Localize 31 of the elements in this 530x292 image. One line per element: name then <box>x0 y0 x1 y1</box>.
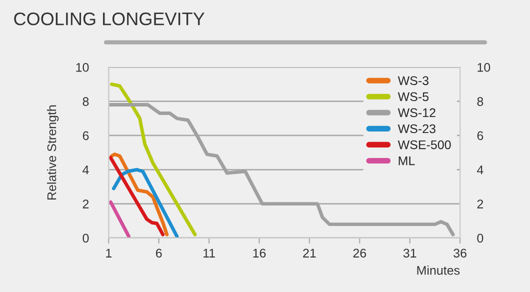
y-tick-label: 2 <box>82 200 89 208</box>
y-tick-label: 4 <box>82 166 89 174</box>
y-tick-label: 10 <box>76 62 89 72</box>
line-series <box>112 168 179 238</box>
legend-label: WS-3 <box>398 76 428 86</box>
line-series <box>110 82 197 236</box>
x-tick-label: 26 <box>353 248 366 258</box>
y2-tick-label: 8 <box>477 97 484 106</box>
x-tick-label: 1 <box>106 248 112 258</box>
legend-label: WS-12 <box>398 108 436 118</box>
x-tick-label: 16 <box>253 248 266 258</box>
x-tick-label: 21 <box>303 248 316 258</box>
y2-tick-label: 2 <box>477 200 484 208</box>
x-tick-label: 11 <box>204 248 215 258</box>
x-tick-label: 31 <box>403 248 416 258</box>
x-axis-title: Minutes <box>417 266 460 275</box>
y-tick-label: 8 <box>82 97 89 106</box>
y-tick-label: 6 <box>82 131 89 140</box>
chart-title: COOLING LONGEVITY <box>14 12 204 26</box>
y2-tick-label: 4 <box>476 166 484 174</box>
legend-label: WSE-500 <box>398 140 451 150</box>
x-tick-label: 36 <box>454 248 466 258</box>
y2-tick-label: 6 <box>477 131 484 140</box>
x-tick-label: 6 <box>156 248 162 258</box>
y-tick-label: 0 <box>82 234 89 243</box>
legend-label: WS-23 <box>398 124 436 134</box>
legend-label: ML <box>398 156 415 166</box>
y-axis-title: Relative Strength <box>46 105 59 200</box>
y2-tick-label: 10 <box>478 62 490 72</box>
y2-tick-label: 0 <box>477 234 484 243</box>
legend-label: WS-5 <box>398 92 429 102</box>
